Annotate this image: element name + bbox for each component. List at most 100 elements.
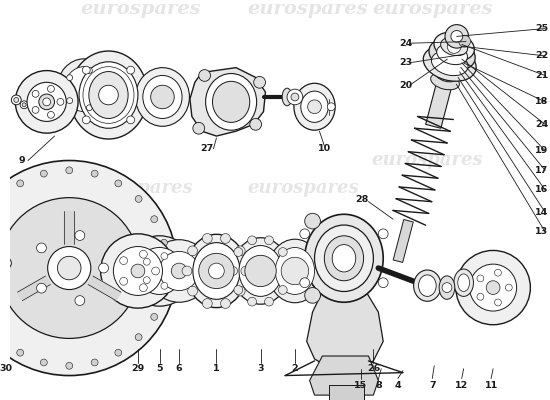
Text: eurospares: eurospares [80, 0, 201, 18]
Circle shape [98, 263, 108, 273]
Text: 30: 30 [0, 364, 12, 373]
Text: 13: 13 [535, 227, 548, 236]
Circle shape [144, 258, 150, 265]
Circle shape [265, 236, 273, 245]
Circle shape [140, 284, 147, 292]
Ellipse shape [232, 238, 289, 304]
Circle shape [120, 278, 128, 285]
Text: 21: 21 [535, 71, 548, 80]
Ellipse shape [429, 38, 475, 71]
Ellipse shape [206, 74, 257, 130]
Circle shape [278, 286, 287, 294]
Circle shape [135, 196, 142, 202]
Circle shape [115, 180, 122, 187]
Circle shape [48, 246, 91, 290]
Circle shape [66, 362, 73, 369]
Circle shape [22, 103, 26, 107]
Polygon shape [18, 276, 51, 301]
Text: eurospares: eurospares [248, 0, 368, 18]
Text: 19: 19 [535, 146, 548, 155]
Circle shape [120, 257, 128, 264]
Circle shape [0, 257, 12, 269]
Ellipse shape [57, 59, 111, 120]
Circle shape [199, 70, 211, 81]
Circle shape [494, 269, 502, 276]
Circle shape [15, 70, 78, 133]
Circle shape [36, 283, 46, 293]
Circle shape [291, 93, 299, 101]
Circle shape [254, 76, 266, 88]
Text: 6: 6 [176, 364, 183, 373]
Text: 22: 22 [535, 52, 548, 60]
Circle shape [91, 359, 98, 366]
Ellipse shape [268, 239, 322, 303]
Text: 14: 14 [535, 208, 548, 217]
Circle shape [47, 112, 54, 118]
Text: 24: 24 [535, 120, 548, 129]
Circle shape [456, 250, 530, 325]
Text: 1: 1 [213, 364, 220, 373]
Ellipse shape [439, 276, 455, 299]
Circle shape [135, 334, 142, 340]
Circle shape [300, 229, 310, 239]
Circle shape [57, 256, 81, 280]
Text: 10: 10 [318, 144, 331, 153]
Circle shape [248, 297, 256, 306]
Circle shape [235, 286, 245, 296]
Circle shape [20, 101, 28, 109]
Circle shape [378, 278, 388, 288]
Circle shape [148, 240, 211, 302]
Circle shape [14, 98, 19, 102]
Circle shape [327, 103, 335, 111]
Circle shape [182, 266, 192, 276]
Circle shape [172, 268, 179, 274]
Circle shape [67, 98, 73, 104]
Circle shape [136, 248, 183, 294]
Polygon shape [88, 276, 121, 301]
Circle shape [235, 246, 245, 256]
Circle shape [32, 90, 39, 97]
Circle shape [447, 40, 461, 53]
Ellipse shape [193, 243, 240, 299]
Circle shape [113, 246, 162, 296]
Circle shape [66, 167, 73, 174]
Circle shape [161, 253, 168, 260]
Circle shape [193, 122, 205, 134]
Polygon shape [310, 356, 378, 395]
Circle shape [32, 106, 39, 113]
Ellipse shape [69, 51, 148, 139]
Ellipse shape [434, 32, 475, 61]
Circle shape [47, 86, 54, 92]
Circle shape [86, 105, 92, 111]
Text: 24: 24 [399, 39, 412, 48]
Circle shape [12, 95, 21, 105]
Ellipse shape [435, 67, 458, 82]
Text: 16: 16 [535, 185, 548, 194]
Ellipse shape [186, 234, 247, 308]
Circle shape [151, 314, 158, 320]
Circle shape [378, 229, 388, 239]
Circle shape [39, 94, 54, 110]
Circle shape [98, 86, 105, 92]
Circle shape [144, 277, 150, 284]
Circle shape [160, 252, 199, 290]
Text: 28: 28 [355, 195, 368, 204]
Text: 26: 26 [367, 364, 380, 373]
Ellipse shape [89, 72, 128, 118]
Ellipse shape [439, 58, 460, 71]
Circle shape [202, 299, 212, 308]
Ellipse shape [239, 246, 282, 296]
Circle shape [241, 266, 251, 276]
Ellipse shape [435, 61, 461, 77]
Circle shape [445, 25, 469, 48]
Circle shape [101, 234, 175, 308]
Circle shape [16, 180, 24, 187]
Ellipse shape [315, 225, 373, 292]
Text: 25: 25 [535, 24, 548, 33]
Circle shape [470, 264, 516, 311]
Text: eurospares: eurospares [371, 151, 483, 170]
Circle shape [161, 239, 167, 246]
Ellipse shape [282, 88, 292, 106]
Circle shape [151, 85, 174, 109]
Ellipse shape [332, 244, 356, 272]
